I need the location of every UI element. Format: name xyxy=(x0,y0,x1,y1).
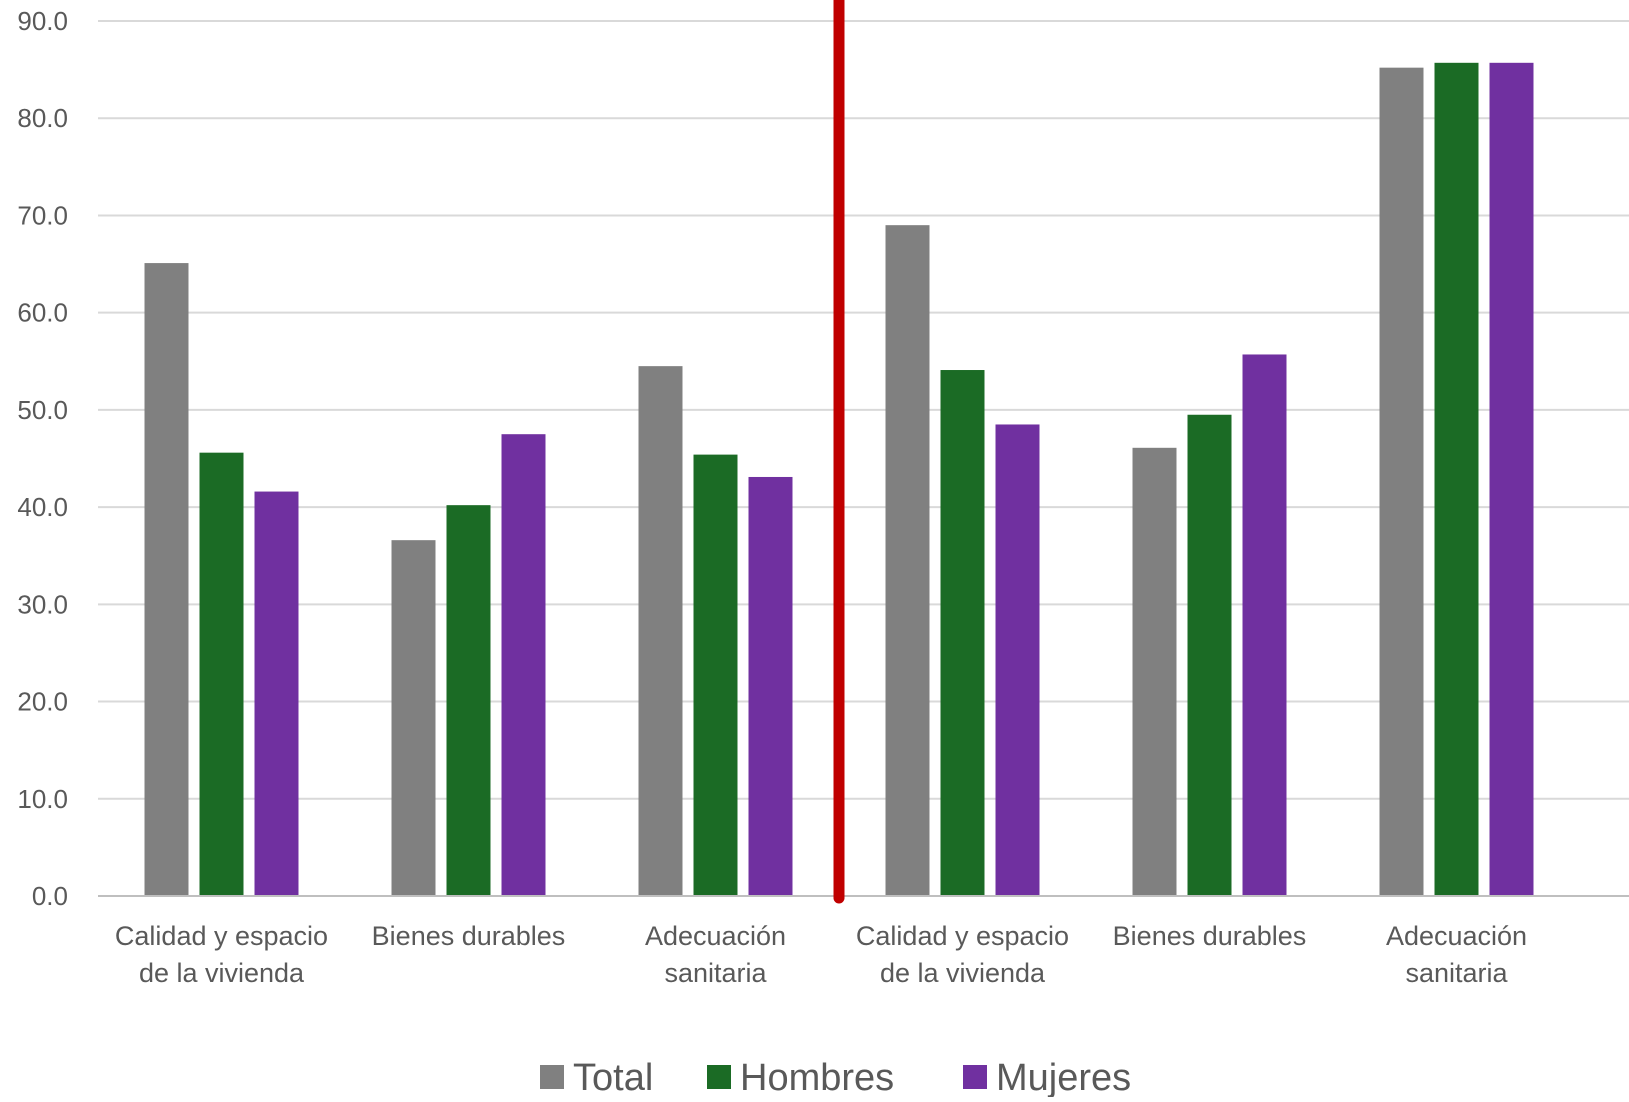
legend-label: Hombres xyxy=(740,1057,894,1097)
bar-hombres xyxy=(199,452,244,896)
legend-swatch xyxy=(963,1065,987,1089)
bar-mujeres xyxy=(1242,354,1287,896)
x-category-label: sanitaria xyxy=(664,958,767,988)
legend-item-hombres: Hombres xyxy=(707,1057,894,1099)
x-category-label: sanitaria xyxy=(1405,958,1508,988)
bar-hombres xyxy=(940,370,985,896)
bars xyxy=(144,62,1534,897)
x-category-label: Bienes durables xyxy=(372,921,566,951)
x-category-label: de la vivienda xyxy=(880,958,1046,988)
bar-hombres xyxy=(693,454,738,896)
x-category-label: Calidad y espacio xyxy=(856,921,1069,951)
legend-label: Mujeres xyxy=(996,1057,1131,1097)
y-tick-label: 90.0 xyxy=(17,6,68,36)
x-category-label: de la vivienda xyxy=(139,958,305,988)
bar-hombres xyxy=(446,505,491,896)
x-category-label: Adecuación xyxy=(1386,921,1527,951)
y-tick-label: 0.0 xyxy=(32,881,68,911)
legend-item-mujeres: Mujeres xyxy=(963,1057,1131,1099)
legend-swatch xyxy=(707,1065,731,1089)
y-tick-label: 50.0 xyxy=(17,395,68,425)
bar-total xyxy=(638,366,683,896)
y-tick-label: 20.0 xyxy=(17,687,68,717)
x-category-label: Bienes durables xyxy=(1113,921,1307,951)
x-axis-category-labels: Calidad y espacio de la vivienda Bienes du… xyxy=(115,921,1527,988)
bar-total xyxy=(144,263,189,896)
y-tick-label: 10.0 xyxy=(17,784,68,814)
bar-total xyxy=(391,540,436,896)
bar-mujeres xyxy=(501,434,546,896)
bar-total xyxy=(1379,67,1424,896)
bar-hombres xyxy=(1434,62,1479,897)
bar-mujeres xyxy=(995,424,1040,896)
legend-label: Total xyxy=(573,1057,653,1097)
bar-mujeres xyxy=(254,491,299,896)
bar-hombres xyxy=(1187,414,1232,896)
legend-swatch xyxy=(540,1065,564,1089)
bar-total xyxy=(1132,447,1177,896)
gridlines xyxy=(98,20,1629,800)
y-tick-label: 70.0 xyxy=(17,200,68,230)
y-axis-tick-labels: 0.0 10.0 20.0 30.0 40.0 50.0 60.0 70.0 80.0 90.0 xyxy=(17,6,68,911)
x-category-label: Adecuación xyxy=(645,921,786,951)
y-tick-label: 30.0 xyxy=(17,589,68,619)
legend: Total Hombres Mujeres xyxy=(540,1057,1131,1099)
bar-mujeres xyxy=(1489,62,1534,897)
y-tick-label: 60.0 xyxy=(17,298,68,328)
bar-mujeres xyxy=(748,476,793,896)
legend-item-total: Total xyxy=(540,1057,653,1099)
y-tick-label: 40.0 xyxy=(17,492,68,522)
bar-total xyxy=(885,225,930,896)
y-tick-label: 80.0 xyxy=(17,103,68,133)
x-category-label: Calidad y espacio xyxy=(115,921,328,951)
